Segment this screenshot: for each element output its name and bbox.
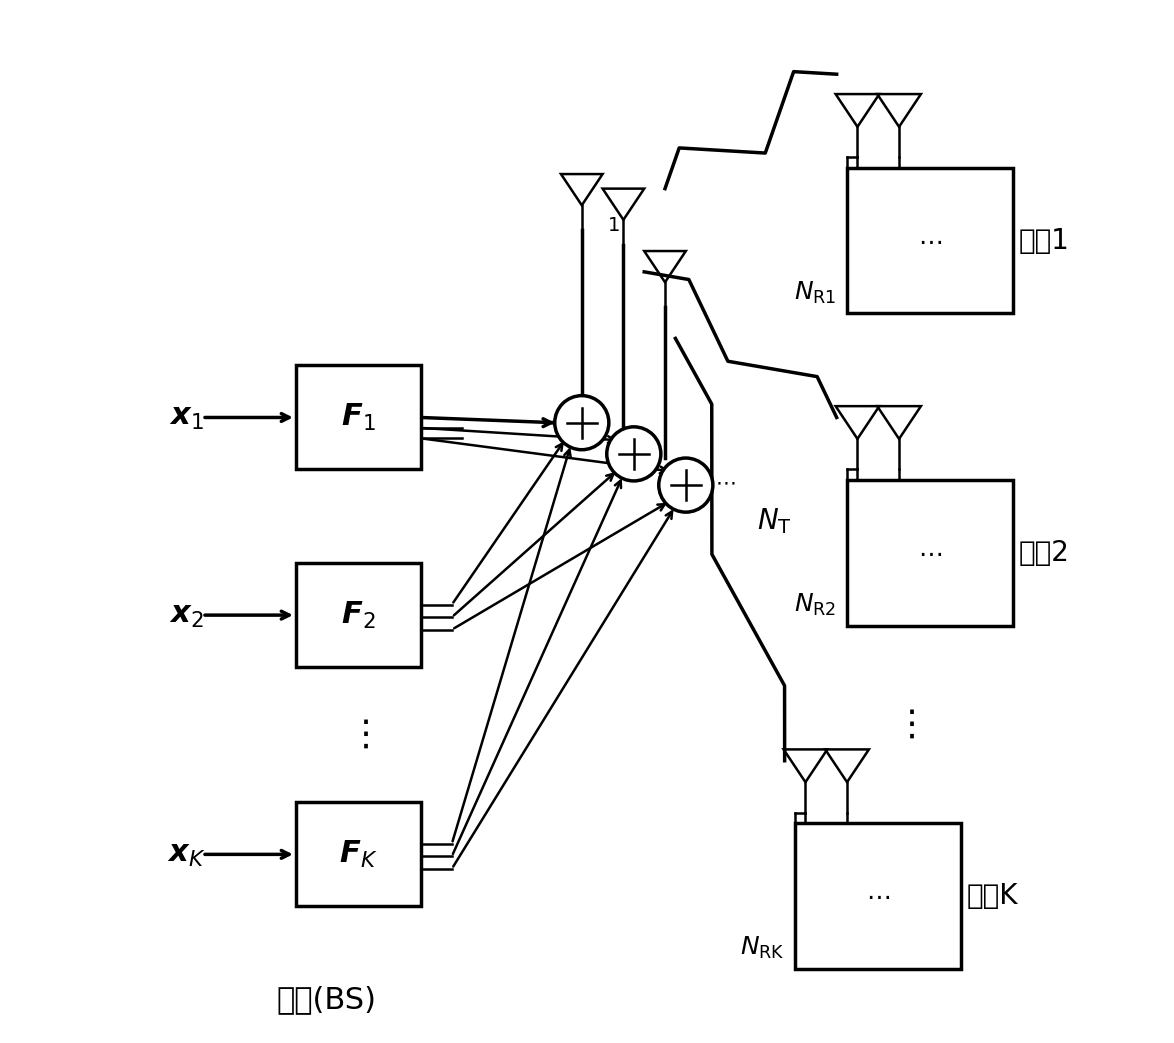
Text: $\vdots$: $\vdots$ — [348, 718, 369, 752]
Text: 基站(BS): 基站(BS) — [277, 986, 377, 1015]
Text: $\boldsymbol{F}_K$: $\boldsymbol{F}_K$ — [339, 839, 377, 870]
Bar — [296, 365, 420, 469]
Text: $\cdots$: $\cdots$ — [918, 228, 943, 252]
Text: $\cdots$: $\cdots$ — [866, 884, 890, 908]
Bar — [848, 168, 1013, 314]
Text: $\cdots$: $\cdots$ — [918, 540, 943, 564]
Text: $N_{\mathrm{R1}}$: $N_{\mathrm{R1}}$ — [795, 280, 837, 306]
Bar — [296, 563, 420, 668]
Text: $\boldsymbol{F}_2$: $\boldsymbol{F}_2$ — [340, 600, 376, 631]
Text: 用户2: 用户2 — [1019, 538, 1070, 566]
Text: $\cdots$: $\cdots$ — [715, 472, 736, 492]
Text: $\boldsymbol{F}_1$: $\boldsymbol{F}_1$ — [340, 402, 376, 433]
Bar — [848, 480, 1013, 626]
Circle shape — [555, 395, 609, 450]
Text: $N_{\mathrm{T}}$: $N_{\mathrm{T}}$ — [756, 507, 791, 536]
Bar — [795, 823, 962, 969]
Text: 用户K: 用户K — [966, 882, 1018, 909]
Text: 用户1: 用户1 — [1019, 226, 1070, 254]
Text: $\vdots$: $\vdots$ — [893, 707, 916, 742]
Circle shape — [659, 458, 713, 512]
Bar — [296, 802, 420, 906]
Text: $\boldsymbol{x}_1$: $\boldsymbol{x}_1$ — [169, 403, 204, 432]
Text: $\boldsymbol{x}_2$: $\boldsymbol{x}_2$ — [169, 601, 204, 630]
Circle shape — [607, 427, 661, 481]
Text: $N_{\mathrm{R2}}$: $N_{\mathrm{R2}}$ — [795, 591, 837, 617]
Text: $N_{\mathrm{RK}}$: $N_{\mathrm{RK}}$ — [740, 935, 784, 961]
Text: 1: 1 — [608, 216, 620, 235]
Text: $\boldsymbol{x}_K$: $\boldsymbol{x}_K$ — [167, 840, 205, 869]
